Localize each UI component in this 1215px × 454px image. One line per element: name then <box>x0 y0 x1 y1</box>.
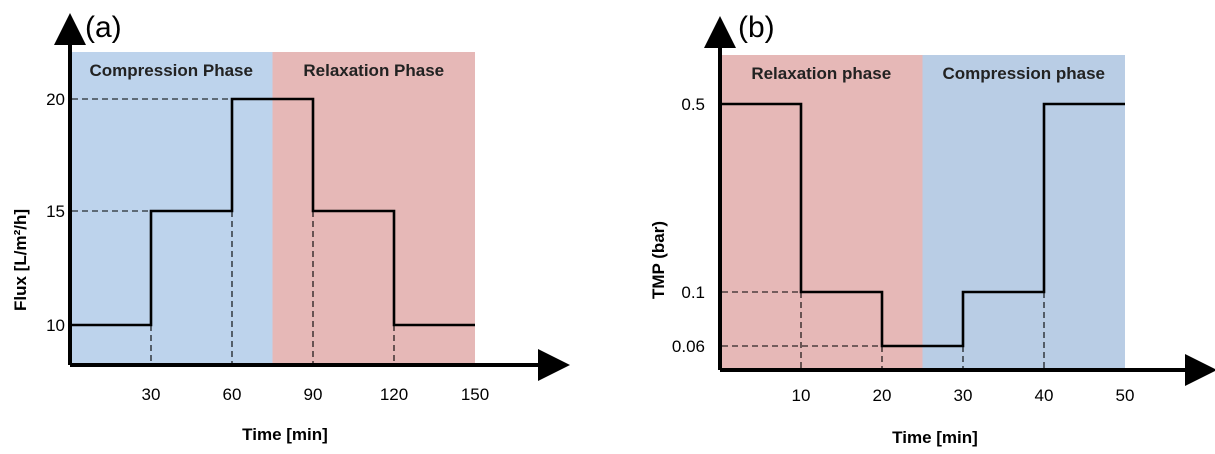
panel-letter: (a) <box>85 11 122 44</box>
y-tick-label: 0.5 <box>681 95 705 114</box>
phase-region <box>70 52 273 365</box>
panel-letter: (b) <box>738 11 775 44</box>
x-tick-label: 20 <box>873 386 892 405</box>
phase-label: Relaxation Phase <box>303 61 444 80</box>
phase-label: Compression phase <box>943 64 1106 83</box>
panel-a: Compression Phase Relaxation Phase 30 60 90 1… <box>11 11 570 444</box>
x-tick-label: 150 <box>461 385 489 404</box>
phase-region <box>720 55 923 368</box>
y-axis-title: Flux [L/m²/h] <box>11 209 30 311</box>
x-tick-label: 120 <box>380 385 408 404</box>
x-tick-label: 40 <box>1035 386 1054 405</box>
x-tick-label: 30 <box>142 385 161 404</box>
series-line <box>720 102 1125 348</box>
x-axis-title: Time [min] <box>242 425 328 444</box>
y-tick-label: 15 <box>46 202 65 221</box>
phase-label: Relaxation phase <box>751 64 891 83</box>
series-line <box>70 97 475 327</box>
y-tick-label: 20 <box>46 90 65 109</box>
phase-region <box>272 52 475 365</box>
x-tick-label: 30 <box>954 386 973 405</box>
panel-b: Relaxation phase Compression phase 10 20 30 4… <box>649 11 1215 447</box>
phase-region <box>922 55 1125 368</box>
y-tick-label: 0.1 <box>681 283 705 302</box>
x-tick-label: 90 <box>304 385 323 404</box>
y-tick-label: 0.06 <box>672 337 705 356</box>
x-tick-label: 50 <box>1116 386 1135 405</box>
y-tick-label: 10 <box>46 316 65 335</box>
phase-label: Compression Phase <box>90 61 253 80</box>
y-axis-title: TMP (bar) <box>649 221 668 299</box>
x-axis-title: Time [min] <box>892 428 978 447</box>
x-tick-label: 60 <box>223 385 242 404</box>
x-tick-label: 10 <box>792 386 811 405</box>
